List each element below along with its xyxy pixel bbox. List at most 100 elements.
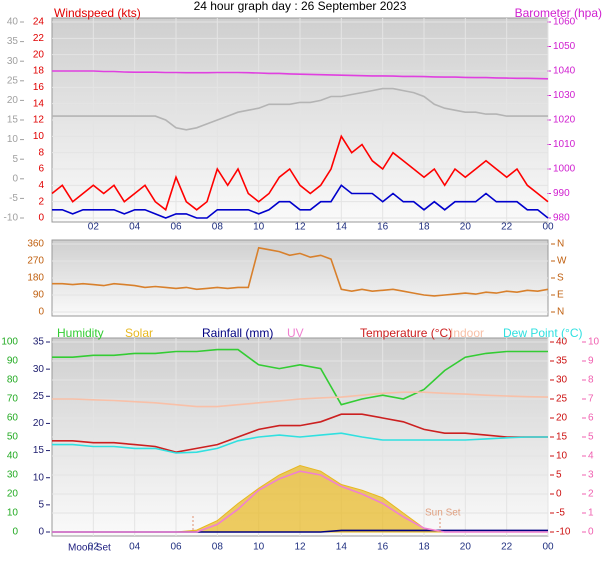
y-tick-label: 30 (7, 470, 19, 481)
y-tick-label: -10 (556, 527, 571, 538)
line (52, 391, 549, 408)
y-tick-label: 25 (7, 75, 19, 86)
y-tick-label: 1010 (553, 139, 576, 150)
y-tick-label: 1040 (553, 66, 576, 77)
y-tick-label: 40 (7, 451, 19, 462)
y-tick-label: 20 (7, 489, 19, 500)
y-tick-label: 270 (27, 256, 44, 267)
y-tick-label: 3 (588, 470, 594, 481)
y-tick-label: 0 (38, 307, 44, 318)
annotation: Sun Set (425, 508, 461, 519)
y-tick-label: 1050 (553, 41, 576, 52)
y-tick-label: 2 (588, 489, 594, 500)
y-tick-label: 10 (33, 131, 45, 142)
y-tick-label: -5 (9, 193, 18, 204)
y-tick-label: 8 (38, 147, 44, 158)
y-tick-label: 35 (33, 337, 45, 348)
y-tick-label: 14 (33, 98, 45, 109)
x-tick-label: 16 (377, 222, 389, 233)
legend-entry: Indoor (450, 326, 484, 340)
y-tick-label: 2 (38, 196, 44, 207)
y-tick-label: 0 (38, 527, 44, 538)
y-tick-label: 10 (588, 337, 600, 348)
y-tick-label: 25 (556, 394, 568, 405)
y-axis-label: Windspeed (kts) (54, 6, 141, 20)
y-tick-label: 12 (33, 115, 45, 126)
y-tick-label: 24 (33, 17, 45, 28)
y-tick-label: S (557, 273, 564, 284)
line (52, 87, 548, 131)
y-tick-label: E (557, 290, 564, 301)
x-tick-label: 12 (294, 222, 306, 233)
line (52, 413, 548, 454)
annotation: Moon Set (68, 543, 111, 554)
legend-entry: Humidity (57, 326, 104, 340)
y-tick-label: 100 (1, 337, 18, 348)
y-tick-label: 9 (588, 356, 594, 367)
y-tick-label: W (557, 256, 567, 267)
y-tick-label: 5 (556, 470, 562, 481)
y-tick-label: 4 (588, 451, 594, 462)
y-tick-label: 90 (33, 290, 45, 301)
y-tick-label: 7 (588, 394, 594, 405)
line (52, 184, 549, 219)
x-tick-label: 14 (336, 542, 348, 553)
y-tick-label: 30 (7, 56, 19, 67)
y-tick-label: 1 (588, 508, 594, 519)
y-tick-label: -10 (4, 213, 19, 224)
x-tick-label: 16 (377, 542, 389, 553)
y-tick-label: 20 (556, 413, 568, 424)
y-tick-label: 35 (7, 36, 19, 47)
chart-title: 24 hour graph day : 26 September 2023 (194, 0, 407, 13)
x-tick-label: 06 (170, 222, 182, 233)
y-tick-label: 60 (7, 413, 19, 424)
y-tick-label: -5 (556, 508, 565, 519)
x-tick-label: 18 (418, 542, 430, 553)
y-tick-label: 40 (7, 17, 19, 28)
y-tick-label: 0 (556, 489, 562, 500)
y-tick-label: 30 (33, 364, 45, 375)
x-tick-label: 04 (129, 222, 141, 233)
legend-entry: Rainfall (mm) (202, 326, 273, 340)
line (52, 348, 548, 406)
line (52, 70, 549, 80)
y2-axis-label: Barometer (hpa) (515, 6, 602, 20)
x-tick-label: 00 (542, 542, 554, 553)
y-tick-label: 5 (38, 499, 44, 510)
x-tick-label: 08 (212, 222, 224, 233)
line (52, 246, 549, 297)
y-tick-label: 6 (38, 164, 44, 175)
legend-entry: Solar (125, 326, 153, 340)
y-tick-label: 10 (7, 508, 19, 519)
y-tick-label: 0 (588, 527, 594, 538)
y-tick-label: 360 (27, 239, 44, 250)
y-tick-label: 30 (556, 375, 568, 386)
x-tick-label: 08 (212, 542, 224, 553)
x-tick-label: 20 (460, 222, 472, 233)
x-tick-label: 10 (253, 222, 265, 233)
x-tick-label: 02 (88, 222, 100, 233)
legend-entry: Dew Point (°C) (503, 326, 582, 340)
y-tick-label: 1060 (553, 17, 576, 28)
y-tick-label: 70 (7, 394, 19, 405)
y-tick-label: 20 (33, 418, 45, 429)
y-tick-label: 20 (33, 49, 45, 60)
y-tick-label: 15 (556, 432, 568, 443)
x-tick-label: 14 (336, 222, 348, 233)
y-tick-label: 980 (553, 213, 570, 224)
y-tick-label: 1020 (553, 115, 576, 126)
y-tick-label: 5 (588, 432, 594, 443)
x-tick-label: 12 (294, 542, 306, 553)
y-tick-label: 90 (7, 356, 19, 367)
x-tick-label: 02 (88, 542, 100, 553)
y-tick-label: 4 (38, 180, 44, 191)
x-tick-label: 00 (542, 222, 554, 233)
y-tick-label: 16 (33, 82, 45, 93)
legend-entry: UV (287, 326, 304, 340)
x-tick-label: 22 (501, 222, 513, 233)
y-tick-label: 10 (33, 472, 45, 483)
y-tick-label: 20 (7, 95, 19, 106)
line (51, 134, 549, 212)
y-tick-label: 0 (12, 173, 18, 184)
x-tick-label: 10 (253, 542, 265, 553)
